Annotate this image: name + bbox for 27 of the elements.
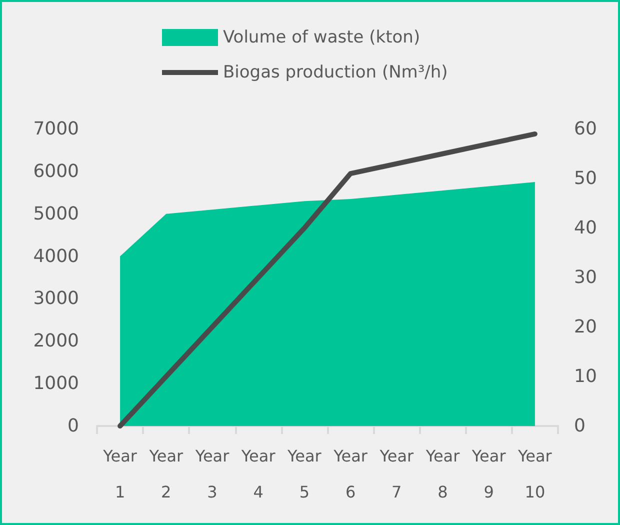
y2-tick-label: 40 bbox=[574, 218, 597, 238]
y2-tick-label: 60 bbox=[574, 118, 597, 140]
y2-tick-label: 0 bbox=[574, 416, 586, 436]
y-tick-label: 4000 bbox=[33, 246, 79, 267]
y2-tick-label: 10 bbox=[574, 366, 597, 387]
y-tick-label: 1000 bbox=[33, 373, 79, 394]
x-tick-label: Year 6 bbox=[332, 446, 368, 502]
x-tick-label: Year 8 bbox=[424, 446, 460, 502]
x-tick-label: Year 1 bbox=[102, 446, 138, 502]
x-tick-label: Year 4 bbox=[240, 446, 276, 502]
x-tick-label: Year 9 bbox=[470, 446, 506, 502]
y-tick-label: 3000 bbox=[33, 288, 79, 310]
y2-tick-label: 20 bbox=[574, 316, 597, 338]
legend-label: Volume of waste (kton) bbox=[223, 28, 420, 48]
y-tick-label: 0 bbox=[68, 416, 79, 436]
x-tick-label: Year 3 bbox=[194, 446, 230, 502]
y-tick-label: 7000 bbox=[33, 118, 79, 140]
y-tick-label: 6000 bbox=[33, 160, 79, 182]
y2-tick-label: 50 bbox=[574, 168, 597, 189]
x-tick-label: Year 5 bbox=[286, 446, 322, 502]
y-tick-label: 2000 bbox=[33, 330, 79, 352]
legend-label: Biogas production (Nm³/h) bbox=[223, 62, 448, 82]
x-tick-label: Year 2 bbox=[148, 446, 184, 502]
y2-tick-label: 30 bbox=[574, 267, 597, 288]
y-tick-label: 5000 bbox=[33, 203, 79, 224]
x-tick-label: Year 7 bbox=[378, 446, 414, 502]
x-tick-label: Year 10 bbox=[517, 446, 552, 502]
